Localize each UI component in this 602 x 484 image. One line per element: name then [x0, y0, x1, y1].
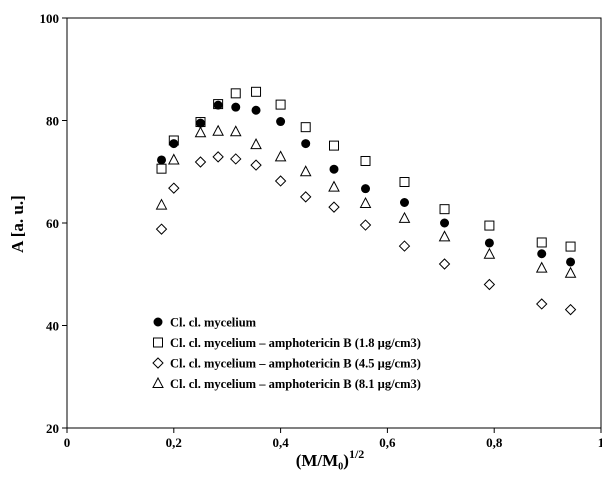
legend-entry: Cl. cl. mycelium – amphotericin B (4.5 µ… — [152, 357, 421, 371]
x-axis-title: (M/M₀)1/2 — [296, 447, 365, 470]
data-point — [537, 249, 547, 259]
legend-marker — [152, 376, 164, 388]
data-point — [213, 99, 224, 110]
data-point — [196, 118, 205, 128]
series-2 — [156, 86, 576, 252]
legend-label: Cl. cl. mycelium – amphotericin B (4.5 µ… — [170, 357, 421, 371]
x-tick-label: 0,8 — [486, 435, 503, 450]
data-point — [484, 220, 495, 231]
x-tick-label: 1 — [598, 435, 602, 450]
y-tick-label: 60 — [46, 216, 59, 231]
data-point — [328, 180, 340, 192]
data-point — [398, 240, 411, 252]
data-point — [213, 100, 223, 110]
data-point — [156, 163, 167, 174]
data-point — [168, 182, 180, 194]
axis-ticks — [62, 17, 602, 433]
data-point — [155, 198, 168, 210]
data-point — [399, 177, 410, 187]
legend: Cl. cl. mycelium Cl. cl. mycelium – ampho… — [152, 316, 421, 391]
tick-labels: 0 0,2 0,4 0,6 0,8 1 20 40 60 80 100 — [40, 11, 602, 450]
data-point — [157, 155, 167, 165]
data-point — [274, 175, 287, 187]
data-point — [194, 126, 207, 138]
legend-marker — [152, 357, 164, 369]
data-point — [360, 155, 371, 166]
legend-entry: Cl. cl. mycelium – amphotericin B (8.1 µ… — [152, 376, 421, 391]
data-point — [300, 122, 311, 133]
y-tick-label: 20 — [46, 421, 59, 436]
data-point — [155, 223, 168, 235]
data-point — [536, 298, 548, 310]
data-point — [439, 204, 450, 215]
x-tick-label: 0,4 — [272, 435, 289, 450]
legend-label: Cl. cl. mycelium – amphotericin B (8.1 µ… — [170, 377, 421, 391]
data-point — [301, 139, 311, 149]
data-point — [361, 184, 371, 194]
legend-label: Cl. cl. mycelium – amphotericin B (1.8 µ… — [170, 336, 421, 350]
data-point — [231, 102, 241, 112]
data-point — [483, 247, 496, 259]
data-point — [229, 125, 242, 137]
legend-label: Cl. cl. mycelium — [170, 316, 257, 330]
data-point — [399, 198, 409, 207]
data-point — [251, 86, 262, 97]
data-points — [155, 86, 577, 316]
data-point — [299, 165, 312, 177]
data-point — [535, 261, 548, 273]
x-axis-title-base: (M/M₀) — [296, 451, 349, 470]
data-point — [564, 266, 577, 278]
data-point — [359, 196, 372, 209]
y-axis-title: A [a. u.] — [8, 195, 27, 253]
data-point — [536, 237, 547, 248]
data-point — [438, 258, 451, 270]
data-point — [328, 201, 340, 213]
data-point — [194, 156, 207, 168]
data-point — [484, 238, 494, 248]
legend-entry: Cl. cl. mycelium — [153, 316, 257, 330]
data-point — [564, 303, 577, 316]
data-point — [212, 151, 224, 163]
data-point — [250, 159, 262, 171]
data-point — [566, 257, 576, 267]
data-point — [230, 88, 241, 99]
y-tick-label: 40 — [46, 319, 59, 334]
data-point — [329, 140, 339, 151]
y-tick-label: 100 — [40, 11, 60, 26]
x-tick-label: 0,2 — [166, 435, 182, 450]
data-point — [329, 164, 339, 174]
data-point — [274, 150, 287, 162]
data-point — [440, 218, 450, 228]
data-point — [483, 278, 496, 291]
x-tick-label: 0 — [64, 435, 71, 450]
data-point — [398, 211, 411, 223]
data-point — [565, 241, 576, 252]
x-tick-label: 0,6 — [379, 435, 396, 450]
data-point — [168, 135, 179, 146]
series-3 — [155, 151, 577, 316]
data-point — [438, 230, 451, 242]
legend-marker — [153, 337, 163, 348]
legend-entry: Cl. cl. mycelium – amphotericin B (1.8 µ… — [153, 336, 421, 350]
series-4 — [155, 124, 577, 278]
data-point — [169, 139, 179, 149]
data-point — [275, 99, 286, 110]
y-tick-label: 80 — [46, 114, 59, 129]
legend-marker — [153, 317, 163, 327]
x-axis-title-exponent: 1/2 — [349, 447, 364, 461]
data-point — [212, 124, 224, 136]
data-point — [250, 138, 262, 150]
data-point — [276, 117, 286, 127]
data-point — [230, 153, 242, 165]
data-point — [299, 191, 312, 203]
data-point — [167, 153, 180, 165]
data-point — [251, 105, 261, 115]
data-point — [359, 219, 372, 231]
